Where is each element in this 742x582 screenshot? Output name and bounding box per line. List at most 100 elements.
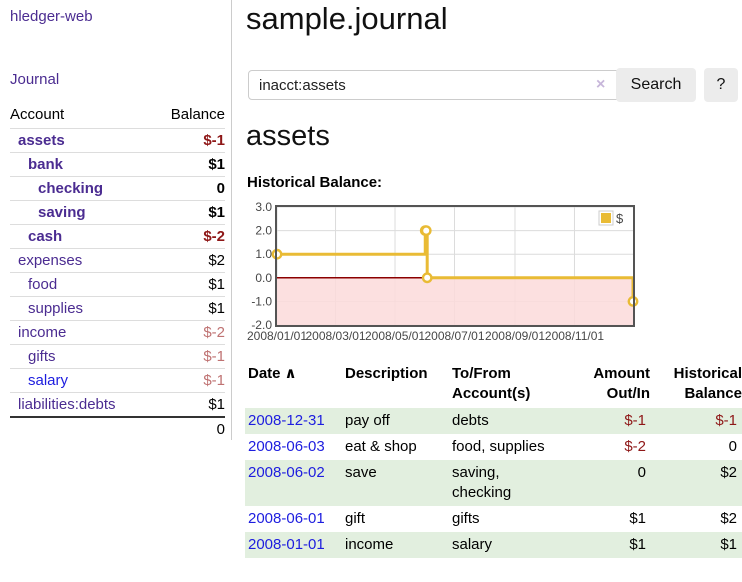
- help-button[interactable]: ?: [704, 68, 738, 102]
- register-column-header: Amount Out/In: [593, 365, 650, 402]
- svg-text:2.0: 2.0: [255, 224, 272, 238]
- register-column-header: Description: [345, 365, 428, 382]
- account-link[interactable]: supplies: [28, 300, 84, 317]
- account-balance: $1: [152, 152, 225, 177]
- account-link[interactable]: food: [28, 276, 58, 293]
- account-heading: assets: [246, 120, 330, 152]
- balance-column-header: Balance: [152, 102, 225, 129]
- transaction-row: 2008-12-31 pay off debts $-1 $-1: [245, 408, 742, 434]
- account-balance-table: Account Balance assets $-1 bank $1 checking 0…: [10, 102, 225, 441]
- account-row: salary $-1: [10, 368, 225, 393]
- account-balance: $1: [152, 392, 225, 417]
- transaction-accounts: gifts: [452, 510, 480, 527]
- account-row: food $1: [10, 272, 225, 297]
- historical-balance-chart: 3.0 2.0 1.0 0.0 -1.0 -2.02008/01/012008/03/01…: [247, 200, 639, 343]
- svg-text:$: $: [616, 211, 624, 226]
- transaction-date-link[interactable]: 2008-06-01: [248, 510, 325, 527]
- transaction-amount: 0: [569, 460, 650, 506]
- account-link[interactable]: assets: [18, 132, 65, 149]
- account-link[interactable]: liabilities:debts: [18, 396, 116, 413]
- account-row: supplies $1: [10, 296, 225, 321]
- account-balance: $-2: [152, 320, 225, 345]
- transaction-row: 2008-01-01 income salary $1 $1: [245, 532, 742, 558]
- sort-ascending-icon: ∧: [284, 365, 297, 382]
- account-link[interactable]: gifts: [28, 348, 56, 365]
- transaction-date-link[interactable]: 2008-01-01: [248, 536, 325, 553]
- svg-text:2008/07/01: 2008/07/01: [424, 329, 484, 343]
- account-balance: $-1: [152, 368, 225, 393]
- account-balance: 0: [152, 176, 225, 201]
- search-input[interactable]: [248, 70, 622, 100]
- transaction-amount: $1: [629, 510, 646, 527]
- transaction-description: save: [342, 460, 449, 506]
- register-column-header: Historical Balance: [673, 365, 742, 402]
- chart-title: Historical Balance:: [247, 174, 383, 191]
- account-link[interactable]: cash: [28, 228, 63, 245]
- transaction-row: 2008-06-01 gift gifts $1 $2: [245, 506, 742, 532]
- account-row: gifts $-1: [10, 344, 225, 369]
- account-row: bank $1: [10, 152, 225, 177]
- transaction-amount: $-2: [624, 438, 646, 455]
- svg-text:1.0: 1.0: [255, 247, 272, 261]
- app-brand-link[interactable]: hledger-web: [10, 8, 93, 25]
- svg-text:-2.0: -2.0: [251, 318, 272, 332]
- transaction-balance: 0: [728, 438, 737, 455]
- account-link[interactable]: saving: [38, 204, 86, 221]
- account-balance: $1: [152, 296, 225, 321]
- transaction-description: eat & shop: [345, 438, 417, 455]
- account-column-header: Account: [10, 102, 153, 129]
- account-balance: $-1: [203, 132, 225, 149]
- transaction-description: pay off: [342, 408, 449, 434]
- transaction-accounts: saving, checking: [449, 460, 569, 506]
- account-balance: $-2: [152, 224, 225, 249]
- transaction-accounts: food, supplies: [452, 438, 545, 455]
- transaction-amount: $1: [569, 532, 650, 558]
- transaction-accounts: salary: [449, 532, 569, 558]
- account-link[interactable]: expenses: [18, 252, 83, 269]
- transaction-amount: $-1: [569, 408, 650, 434]
- account-row: cash $-2: [10, 224, 225, 249]
- svg-text:-1.0: -1.0: [251, 294, 272, 308]
- account-row: saving $1: [10, 200, 225, 225]
- transaction-date-link[interactable]: 2008-06-02: [248, 464, 325, 481]
- account-row: assets $-1: [10, 129, 225, 153]
- transaction-date-link[interactable]: 2008-06-03: [248, 438, 325, 455]
- register-column-header[interactable]: Date ∧: [248, 365, 297, 382]
- account-link[interactable]: bank: [28, 156, 64, 173]
- account-link[interactable]: salary: [28, 372, 69, 389]
- account-link[interactable]: income: [18, 324, 67, 341]
- search-button[interactable]: Search: [616, 68, 696, 102]
- account-row: liabilities:debts $1: [10, 392, 225, 417]
- transaction-date-link[interactable]: 2008-12-31: [248, 412, 325, 429]
- transaction-balance: $2: [720, 510, 737, 527]
- transaction-row: 2008-06-02 save saving, checking 0 $2: [245, 460, 742, 506]
- account-balance: $-1: [152, 344, 225, 369]
- svg-text:2008/09/01: 2008/09/01: [485, 329, 545, 343]
- sidebar-item-journal[interactable]: Journal: [10, 71, 60, 88]
- register-table: Date ∧ Description To/From Account(s) Amount…: [245, 362, 742, 558]
- svg-text:2008/01/01: 2008/01/01: [247, 329, 307, 343]
- clear-search-icon[interactable]: ×: [596, 76, 606, 93]
- transaction-description: gift: [345, 510, 366, 527]
- svg-text:0.0: 0.0: [255, 271, 272, 285]
- account-balance: $1: [152, 272, 225, 297]
- svg-text:2008/11/01: 2008/11/01: [545, 329, 604, 343]
- account-row: income $-2: [10, 320, 225, 345]
- account-link[interactable]: checking: [38, 180, 104, 197]
- svg-text:2008/03/01: 2008/03/01: [305, 329, 365, 343]
- transaction-row: 2008-06-03 eat & shop food, supplies $-2 0: [245, 434, 742, 460]
- account-balance: $2: [152, 248, 225, 273]
- transaction-balance: $1: [650, 532, 742, 558]
- transaction-balance: $-1: [650, 408, 742, 434]
- transaction-balance: $2: [650, 460, 742, 506]
- svg-text:2008/05/01: 2008/05/01: [365, 329, 425, 343]
- page-title: sample.journal: [246, 1, 448, 36]
- register-column-header: To/From Account(s): [452, 365, 531, 402]
- transaction-description: income: [342, 532, 449, 558]
- account-row: expenses $2: [10, 248, 225, 273]
- account-balance: $1: [152, 200, 225, 225]
- svg-text:3.0: 3.0: [255, 200, 272, 214]
- accounts-total-value: 0: [152, 416, 225, 441]
- accounts-total-row: 0: [10, 416, 225, 441]
